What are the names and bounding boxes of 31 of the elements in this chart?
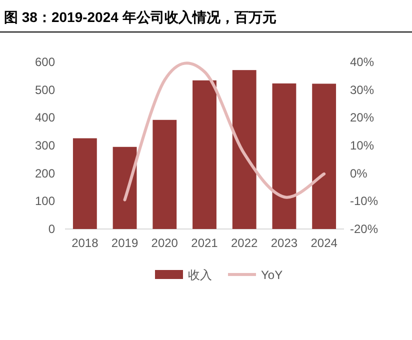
chart-title: 图 38：2019-2024 年公司收入情况，百万元 <box>4 9 276 25</box>
bar <box>112 146 137 229</box>
x-tick-label: 2020 <box>151 236 178 250</box>
y-tick-label: 0 <box>48 222 56 236</box>
bar <box>192 80 216 229</box>
y-tick-label: 600 <box>34 55 56 69</box>
y2-tick-label: 0% <box>350 166 368 180</box>
y-tick-label: 500 <box>34 82 56 97</box>
y-tick-label: 300 <box>34 138 56 152</box>
y2-tick-label: -20% <box>350 222 378 236</box>
x-tick-label: 2024 <box>310 236 338 250</box>
bar <box>232 70 256 229</box>
y2-tick-label: 10% <box>350 138 374 152</box>
y2-tick-label: 20% <box>350 110 374 125</box>
bar <box>152 120 177 229</box>
bar <box>272 83 296 229</box>
y2-tick-label: -10% <box>350 194 378 208</box>
y-tick-label: 400 <box>34 110 56 125</box>
y2-tick-label: 40% <box>350 55 374 69</box>
x-tick-label: 2019 <box>111 236 138 250</box>
bar <box>312 84 336 229</box>
x-tick-label: 2022 <box>231 236 258 250</box>
bar <box>72 138 97 229</box>
x-tick-label: 2021 <box>191 236 218 250</box>
y-tick-label: 100 <box>34 194 56 208</box>
y2-tick-label: 30% <box>350 82 374 97</box>
legend-label: YoY <box>261 268 283 282</box>
y-tick-label: 200 <box>34 166 56 180</box>
legend-label: 收入 <box>188 268 212 282</box>
x-tick-label: 2018 <box>72 236 99 250</box>
x-tick-label: 2023 <box>270 236 298 250</box>
